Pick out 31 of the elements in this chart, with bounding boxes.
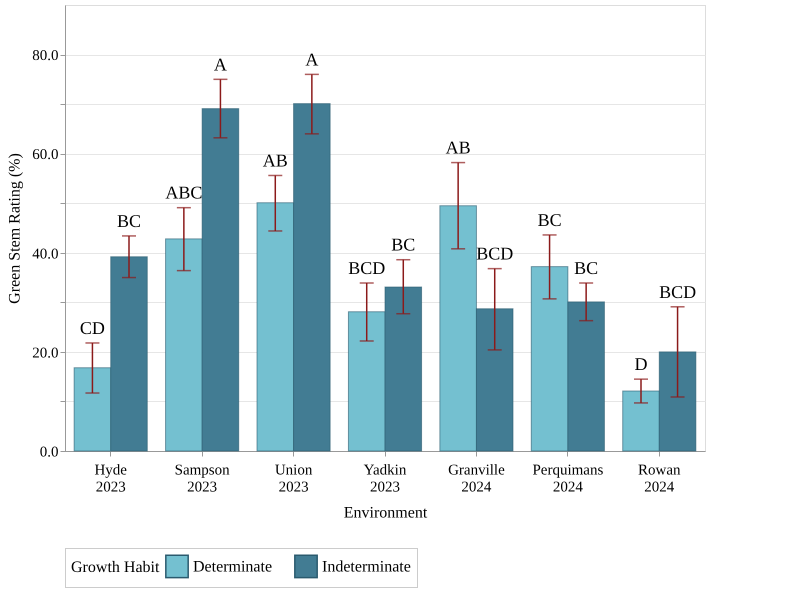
legend-label: Determinate — [193, 558, 272, 576]
x-tick-label: Sampson 2023 — [174, 462, 230, 496]
legend-title: Growth Habit — [71, 559, 160, 576]
x-tick-label: Rowan 2024 — [638, 462, 682, 496]
y-tick-label: 80.0 — [32, 48, 58, 64]
x-tick-label: Perquimans 2024 — [532, 462, 604, 496]
data-label: CD — [80, 318, 105, 338]
data-label: BC — [574, 258, 598, 278]
y-axis-title: Green Stem Rating (%) — [6, 153, 24, 304]
data-label: ABC — [165, 182, 202, 203]
data-label: BCD — [348, 258, 386, 278]
data-label: BCD — [476, 244, 514, 264]
x-tick-label: Yadkin 2023 — [364, 462, 407, 496]
y-tick-label: 0.0 — [40, 444, 58, 460]
x-tick-label: Granville 2024 — [448, 462, 506, 496]
data-label: AB — [262, 150, 288, 170]
y-tick-label: 60.0 — [32, 147, 58, 164]
legend-label: Indeterminate — [322, 558, 411, 576]
data-label: AB — [446, 138, 471, 158]
data-label: BC — [391, 234, 416, 255]
data-label: BC — [116, 210, 142, 231]
data-label: BC — [538, 210, 562, 230]
data-label: BCD — [659, 282, 696, 302]
x-tick-label: Union 2023 — [274, 462, 313, 496]
y-tick-label: 40.0 — [32, 246, 58, 262]
x-tick-label: Hyde 2023 — [94, 462, 128, 496]
data-label: D — [634, 354, 648, 374]
x-axis-title: Environment — [344, 504, 428, 522]
data-label: A — [305, 49, 318, 70]
y-tick-label: 20.0 — [32, 345, 58, 362]
data-label: A — [214, 54, 227, 74]
